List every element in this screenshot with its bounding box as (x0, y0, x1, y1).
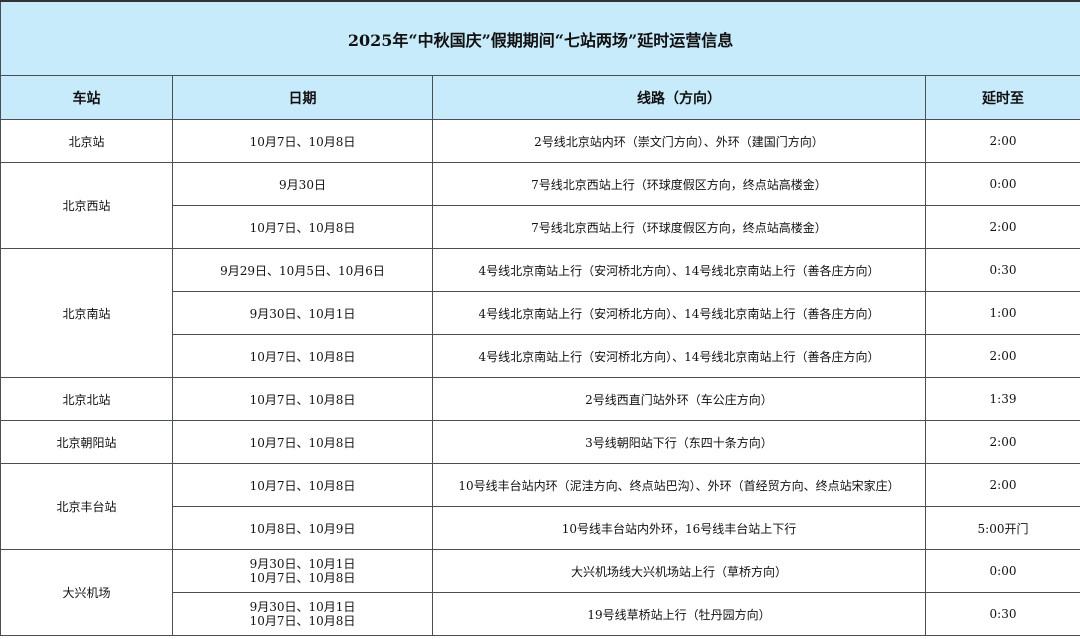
date-cell: 9月30日、10月1日 10月7日、10月8日 (172, 549, 433, 593)
date-text: 10月7日、10月8日 (249, 571, 356, 585)
date-text: 9月30日、10月1日 (249, 306, 356, 321)
line-cell: 10号线丰台站内外环，16号线丰台站上下行 (432, 506, 926, 550)
table-row: 9月30日、10月1日 4号线北京南站上行（安河桥北方向）、14号线北京南站上行（… (1, 291, 1080, 335)
line-cell: 2号线西直门站外环（车公庄方向） (432, 377, 926, 421)
station-cell: 北京北站 (0, 377, 173, 421)
until-cell: 0:30 (924, 592, 1080, 636)
header-date: 日期 (172, 75, 433, 120)
until-cell: 2:00 (924, 119, 1080, 163)
table-row: 10月8日、10月9日 10号线丰台站内外环，16号线丰台站上下行 5:00开门 (1, 506, 1080, 550)
date-cell: 10月7日、10月8日 (172, 205, 433, 249)
header-station: 车站 (0, 75, 173, 120)
date-text: 9月30日 (279, 177, 326, 192)
until-cell: 1:39 (924, 377, 1080, 421)
line-cell: 10号线丰台站内环（泥洼方向、终点站巴沟）、外环（首经贸方向、终点站宋家庄） (432, 463, 926, 507)
date-text: 10月7日、10月8日 (249, 134, 356, 149)
until-cell: 0:00 (924, 162, 1080, 206)
line-cell: 大兴机场线大兴机场站上行（草桥方向） (432, 549, 926, 593)
station-cell: 北京南站 (0, 248, 173, 378)
date-cell: 9月30日、10月1日 10月7日、10月8日 (172, 592, 433, 636)
header-until: 延时至 (924, 75, 1080, 120)
date-cell: 10月7日、10月8日 (172, 334, 433, 378)
date-text: 9月30日、10月1日 (249, 600, 356, 614)
date-text: 10月7日、10月8日 (249, 349, 356, 364)
line-cell: 4号线北京南站上行（安河桥北方向）、14号线北京南站上行（善各庄方向） (432, 334, 926, 378)
date-text: 9月30日、10月1日 (249, 557, 356, 571)
date-text: 9月29日、10月5日、10月6日 (220, 263, 385, 278)
date-cell: 10月8日、10月9日 (172, 506, 433, 550)
line-cell: 4号线北京南站上行（安河桥北方向）、14号线北京南站上行（善各庄方向） (432, 291, 926, 335)
station-cell: 北京西站 (0, 162, 173, 249)
line-cell: 7号线北京西站上行（环球度假区方向，终点站高楼金） (432, 162, 926, 206)
date-cell: 10月7日、10月8日 (172, 420, 433, 464)
table-row: 大兴机场 9月30日、10月1日 10月7日、10月8日 大兴机场线大兴机场站上行（草… (0, 549, 1080, 636)
table-row: 北京南站 9月29日、10月5日、10月6日 4号线北京南站上行（安河桥北方向）、1… (0, 248, 1080, 378)
date-text: 10月7日、10月8日 (249, 478, 356, 493)
date-cell: 9月30日、10月1日 (172, 291, 433, 335)
table-row: 北京站 10月7日、10月8日 2号线北京站内环（崇文门方向）、外环（建国门方向） 2… (0, 119, 1080, 163)
table-row: 北京丰台站 10月7日、10月8日 10号线丰台站内环（泥洼方向、终点站巴沟）、外环… (0, 463, 1080, 550)
table-row: 10月7日、10月8日 4号线北京南站上行（安河桥北方向）、14号线北京南站上行（… (1, 334, 1080, 378)
date-text: 10月7日、10月8日 (249, 220, 356, 235)
date-cell: 10月7日、10月8日 (172, 377, 433, 421)
line-cell: 2号线北京站内环（崇文门方向）、外环（建国门方向） (432, 119, 926, 163)
station-cell: 大兴机场 (0, 549, 173, 636)
table-row: 10月7日、10月8日 7号线北京西站上行（环球度假区方向，终点站高楼金） 2:00 (1, 205, 1080, 249)
table-row: 北京北站 10月7日、10月8日 2号线西直门站外环（车公庄方向） 1:39 (0, 377, 1080, 421)
date-cell: 9月29日、10月5日、10月6日 (172, 248, 433, 292)
until-cell: 0:30 (924, 248, 1080, 292)
date-cell: 10月7日、10月8日 (172, 463, 433, 507)
until-cell: 2:00 (924, 334, 1080, 378)
header-line: 线路（方向） (432, 75, 926, 120)
date-text: 10月7日、10月8日 (249, 614, 356, 628)
table-row: 北京西站 9月30日 7号线北京西站上行（环球度假区方向，终点站高楼金） 0:00 (0, 162, 1080, 249)
station-cell: 北京朝阳站 (0, 420, 173, 464)
date-text: 10月7日、10月8日 (249, 435, 356, 450)
until-cell: 2:00 (924, 205, 1080, 249)
date-text: 10月7日、10月8日 (249, 392, 356, 407)
station-cell: 北京站 (0, 119, 173, 163)
date-text: 10月8日、10月9日 (249, 521, 356, 536)
date-cell: 10月7日、10月8日 (172, 119, 433, 163)
line-cell: 3号线朝阳站下行（东四十条方向） (432, 420, 926, 464)
table-row: 北京朝阳站 10月7日、10月8日 3号线朝阳站下行（东四十条方向） 2:00 (0, 420, 1080, 464)
until-cell: 1:00 (924, 291, 1080, 335)
until-cell: 2:00 (924, 463, 1080, 507)
until-cell: 5:00开门 (924, 506, 1080, 550)
date-cell: 9月30日 (172, 162, 433, 206)
line-cell: 7号线北京西站上行（环球度假区方向，终点站高楼金） (432, 205, 926, 249)
until-cell: 2:00 (924, 420, 1080, 464)
line-cell: 19号线草桥站上行（牡丹园方向） (432, 592, 926, 636)
station-cell: 北京丰台站 (0, 463, 173, 550)
table-title: 2025年“中秋国庆”假期期间“七站两场”延时运营信息 (0, 0, 1080, 76)
line-cell: 4号线北京南站上行（安河桥北方向）、14号线北京南站上行（善各庄方向） (432, 248, 926, 292)
until-cell: 0:00 (924, 549, 1080, 593)
table-row: 9月30日、10月1日 10月7日、10月8日 19号线草桥站上行（牡丹园方向） 0:… (1, 592, 1080, 636)
